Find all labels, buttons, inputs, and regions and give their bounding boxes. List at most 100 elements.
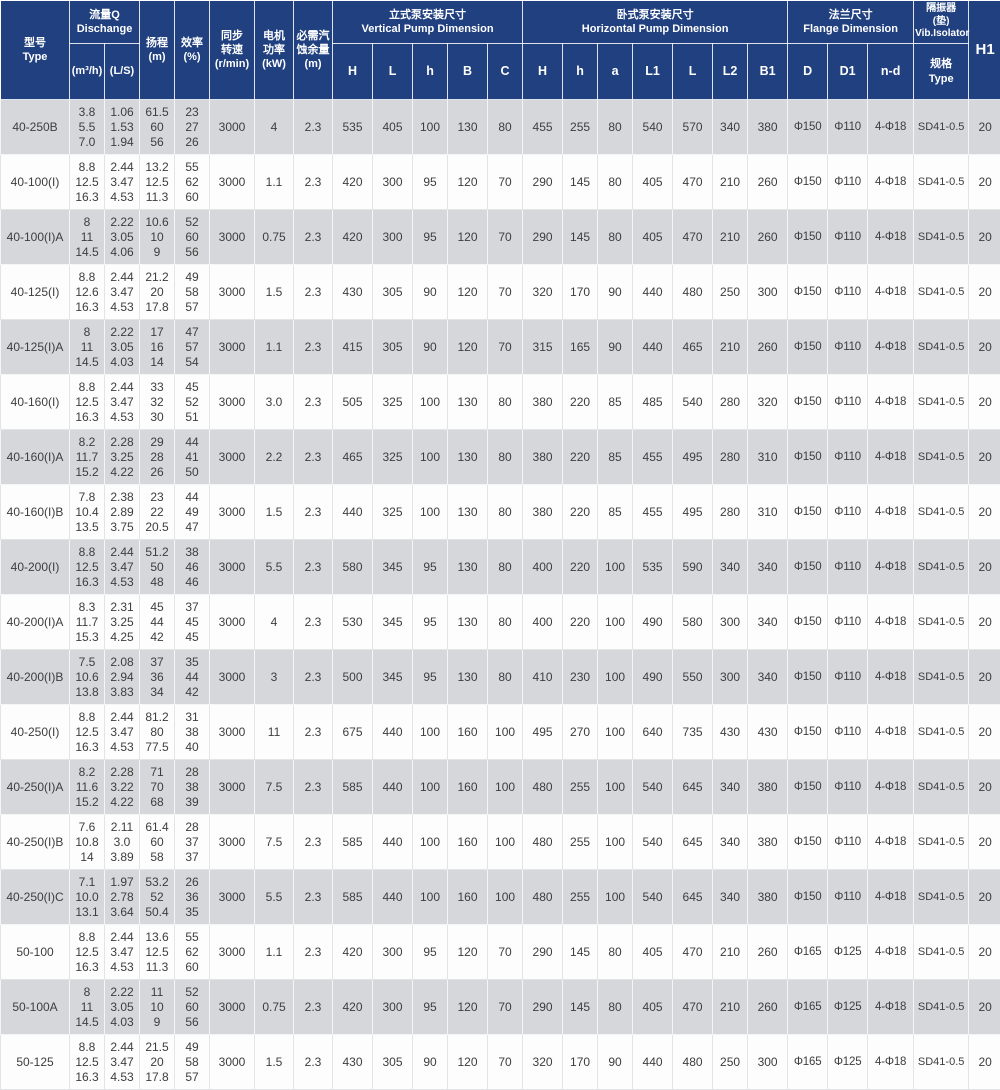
horizontal-H-cell: 455 — [523, 100, 563, 155]
header-horizontal-H: H — [523, 44, 563, 100]
horizontal-L-cell: 465 — [673, 320, 713, 375]
vertical-H-cell: 415 — [333, 320, 373, 375]
horizontal-H-cell: 290 — [523, 210, 563, 265]
flow-m3h-cell: 3.8 5.5 7.0 — [70, 100, 105, 155]
vertical-H-cell: 420 — [333, 980, 373, 1035]
vertical-C-cell: 80 — [488, 595, 523, 650]
vib-isolator-cell: SD41-0.5 — [914, 760, 969, 815]
speed-cell: 3000 — [210, 320, 255, 375]
pump-type-cell: 50-125 — [1, 1035, 70, 1090]
vertical-H-cell: 580 — [333, 540, 373, 595]
pump-type-cell: 40-125(I)A — [1, 320, 70, 375]
efficiency-cell: 44 49 47 — [175, 485, 210, 540]
flange-D1-cell: Φ125 — [828, 980, 868, 1035]
flange-D-cell: Φ150 — [788, 815, 828, 870]
vertical-H-cell: 535 — [333, 100, 373, 155]
power-cell: 0.75 — [255, 210, 294, 265]
header-horizontal-L1: L1 — [633, 44, 673, 100]
vertical-L-cell: 305 — [373, 320, 413, 375]
pump-type-cell: 40-125(I) — [1, 265, 70, 320]
vertical-H-cell: 585 — [333, 760, 373, 815]
head-cell: 53.2 52 50.4 — [140, 870, 175, 925]
vib-isolator-cell: SD41-0.5 — [914, 650, 969, 705]
vertical-B-cell: 160 — [448, 870, 488, 925]
flange-nd-cell: 4-Φ18 — [868, 430, 914, 485]
horizontal-a-cell: 100 — [598, 650, 633, 705]
flange-D-cell: Φ150 — [788, 650, 828, 705]
flange-nd-cell: 4-Φ18 — [868, 925, 914, 980]
horizontal-H-cell: 400 — [523, 540, 563, 595]
flange-nd-cell: 4-Φ18 — [868, 375, 914, 430]
flange-D-cell: Φ150 — [788, 155, 828, 210]
vertical-L-cell: 440 — [373, 815, 413, 870]
vertical-h-cell: 100 — [413, 430, 448, 485]
vertical-C-cell: 80 — [488, 650, 523, 705]
horizontal-H-cell: 480 — [523, 815, 563, 870]
flange-D1-cell: Φ110 — [828, 540, 868, 595]
horizontal-L2-cell: 340 — [713, 870, 748, 925]
vertical-h-cell: 100 — [413, 485, 448, 540]
horizontal-L1-cell: 485 — [633, 375, 673, 430]
header-horizontal-L: L — [673, 44, 713, 100]
flow-m3h-cell: 8 11 14.5 — [70, 210, 105, 265]
horizontal-L-cell: 470 — [673, 155, 713, 210]
horizontal-L-cell: 735 — [673, 705, 713, 760]
flange-D1-cell: Φ110 — [828, 100, 868, 155]
flow-ls-cell: 2.08 2.94 3.83 — [105, 650, 140, 705]
flow-ls-cell: 2.44 3.47 4.53 — [105, 155, 140, 210]
horizontal-L1-cell: 540 — [633, 870, 673, 925]
horizontal-h-cell: 255 — [563, 100, 598, 155]
pump-type-cell: 50-100A — [1, 980, 70, 1035]
horizontal-L2-cell: 210 — [713, 210, 748, 265]
flow-ls-cell: 2.44 3.47 4.53 — [105, 925, 140, 980]
efficiency-cell: 35 44 42 — [175, 650, 210, 705]
horizontal-L1-cell: 440 — [633, 1035, 673, 1090]
vertical-B-cell: 120 — [448, 925, 488, 980]
flange-D-cell: Φ150 — [788, 595, 828, 650]
vertical-h-cell: 100 — [413, 870, 448, 925]
npsh-cell: 2.3 — [294, 870, 333, 925]
horizontal-h-cell: 145 — [563, 210, 598, 265]
header-horizontal-B1: B1 — [748, 44, 788, 100]
flange-D1-cell: Φ110 — [828, 430, 868, 485]
horizontal-L2-cell: 340 — [713, 815, 748, 870]
flow-ls-cell: 2.28 3.25 4.22 — [105, 430, 140, 485]
efficiency-cell: 47 57 54 — [175, 320, 210, 375]
vertical-B-cell: 120 — [448, 155, 488, 210]
flow-ls-cell: 2.44 3.47 4.53 — [105, 540, 140, 595]
speed-cell: 3000 — [210, 980, 255, 1035]
flow-ls-cell: 1.97 2.78 3.64 — [105, 870, 140, 925]
flange-nd-cell: 4-Φ18 — [868, 320, 914, 375]
horizontal-a-cell: 85 — [598, 430, 633, 485]
horizontal-H-cell: 315 — [523, 320, 563, 375]
horizontal-L1-cell: 535 — [633, 540, 673, 595]
horizontal-a-cell: 80 — [598, 925, 633, 980]
head-cell: 51.2 50 48 — [140, 540, 175, 595]
flange-D1-cell: Φ110 — [828, 155, 868, 210]
flow-m3h-cell: 8 11 14.5 — [70, 320, 105, 375]
horizontal-B1-cell: 260 — [748, 925, 788, 980]
flange-D-cell: Φ150 — [788, 760, 828, 815]
vertical-L-cell: 305 — [373, 265, 413, 320]
horizontal-L-cell: 645 — [673, 760, 713, 815]
flow-ls-cell: 2.11 3.0 3.89 — [105, 815, 140, 870]
horizontal-a-cell: 90 — [598, 265, 633, 320]
flange-nd-cell: 4-Φ18 — [868, 540, 914, 595]
horizontal-L1-cell: 540 — [633, 760, 673, 815]
vertical-H-cell: 585 — [333, 815, 373, 870]
flange-D1-cell: Φ110 — [828, 650, 868, 705]
vertical-L-cell: 305 — [373, 1035, 413, 1090]
header-vertical-H: H — [333, 44, 373, 100]
flange-nd-cell: 4-Φ18 — [868, 980, 914, 1035]
horizontal-h-cell: 145 — [563, 155, 598, 210]
npsh-cell: 2.3 — [294, 100, 333, 155]
horizontal-H-cell: 380 — [523, 430, 563, 485]
pump-type-cell: 40-160(I)B — [1, 485, 70, 540]
